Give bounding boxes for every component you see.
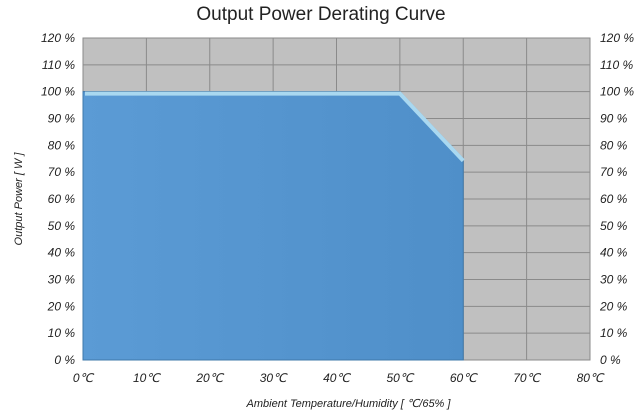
y-tick-label-left: 0 %	[54, 353, 75, 367]
y-tick-label-right: 90 %	[600, 112, 628, 126]
y-tick-label-left: 20 %	[47, 299, 76, 313]
y-axis-right: 0 % 10 % 20 % 30 % 40 % 50 % 60 % 70 % 80 % 90 % 1…	[599, 31, 634, 367]
x-tick-label: 20℃	[195, 371, 224, 385]
y-tick-label-left: 120 %	[41, 31, 75, 45]
y-tick-label-right: 50 %	[600, 219, 628, 233]
y-tick-label-right: 110 %	[600, 58, 633, 72]
x-tick-label: 70℃	[513, 371, 541, 385]
y-tick-label-left: 30 %	[48, 273, 76, 287]
y-tick-label-right: 80 %	[600, 138, 628, 152]
y-tick-label-left: 50 %	[48, 219, 76, 233]
x-tick-label: 50℃	[386, 371, 414, 385]
x-tick-label: 40℃	[323, 371, 351, 385]
y-tick-label-right: 10 %	[600, 326, 628, 340]
y-tick-label-left: 10 %	[48, 326, 76, 340]
y-tick-label-right: 60 %	[600, 192, 628, 206]
y-tick-label-right: 20 %	[599, 299, 628, 313]
y-tick-label-right: 100 %	[600, 85, 634, 99]
y-tick-label-left: 90 %	[48, 112, 76, 126]
y-tick-label-left: 100 %	[41, 85, 75, 99]
x-tick-label: 0℃	[73, 371, 95, 385]
x-tick-label: 10℃	[133, 371, 161, 385]
x-tick-label: 80℃	[577, 371, 605, 385]
x-tick-label: 60℃	[450, 371, 478, 385]
y-tick-label-right: 70 %	[600, 165, 628, 179]
y-tick-label-right: 120 %	[600, 31, 634, 45]
y-tick-label-left: 60 %	[48, 192, 76, 206]
x-axis-label: Ambient Temperature/Humidity [ ℃/65% ]	[246, 398, 452, 410]
y-tick-label-right: 30 %	[600, 273, 628, 287]
x-tick-label: 30℃	[260, 371, 288, 385]
y-axis-left: 0 % 10 % 20 % 30 % 40 % 50 % 60 % 70 % 80 % 90 % 1…	[41, 31, 75, 367]
y-tick-label-left: 80 %	[48, 138, 76, 152]
x-axis: 0℃ 10℃ 20℃ 30℃ 40℃ 50℃ 60℃ 70℃ 80℃	[73, 371, 605, 385]
y-axis-label: Output Power [ W ]	[13, 152, 25, 246]
y-tick-label-right: 0 %	[600, 353, 621, 367]
y-tick-label-right: 40 %	[600, 246, 628, 260]
y-tick-label-left: 110 %	[42, 58, 75, 72]
derating-top-line	[85, 91, 465, 163]
y-tick-label-left: 70 %	[48, 165, 76, 179]
chart-title: Output Power Derating Curve	[196, 4, 446, 25]
y-tick-label-left: 40 %	[48, 246, 76, 260]
derating-area	[82, 91, 464, 361]
